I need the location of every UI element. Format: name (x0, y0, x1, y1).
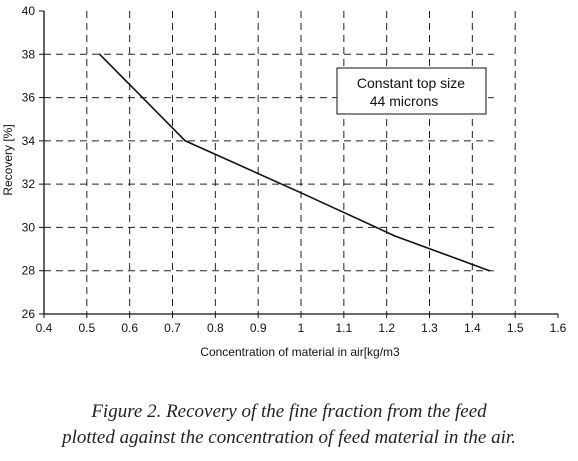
y-tick-label-0: 26 (22, 307, 36, 321)
y-tick-label-6: 38 (22, 47, 36, 61)
y-tick-label-4: 34 (22, 134, 36, 148)
y-axis-title: Recovery [%] (1, 124, 15, 195)
x-tick-label-9: 1.3 (421, 321, 438, 335)
data-point-0-2 (300, 192, 302, 194)
grid-lines (44, 11, 516, 314)
x-axis-title: Concentration of material in air[kg/m3 (200, 345, 400, 359)
data-point-0-1 (184, 140, 187, 142)
x-tick-label-8: 1.2 (378, 321, 395, 335)
annotation-line-2: 44 microns (370, 93, 438, 109)
figure-caption-line-1: Figure 2. Recovery of the fine fraction … (91, 401, 487, 422)
data-point-0-0 (98, 53, 101, 56)
x-tick-label-5: 0.9 (250, 321, 267, 335)
x-tick-label-3: 0.7 (164, 321, 181, 335)
x-tick-label-0: 0.4 (36, 321, 53, 335)
series-layer (98, 53, 491, 272)
y-tick-label-5: 36 (22, 91, 36, 105)
x-tick-label-4: 0.8 (207, 321, 224, 335)
annotation-frame (336, 67, 487, 115)
x-tick-label-11: 1.5 (507, 321, 524, 335)
tick-labels: 26 28 30 32 34 36 38 40 0.4 0.5 0.6 0.7 0.8 0.9 1 1.1 1.… (22, 4, 567, 335)
y-tick-label-3: 32 (22, 177, 36, 191)
x-tick-label-6: 1 (298, 321, 305, 335)
annotation-box: Constant top size 44 microns (336, 67, 487, 115)
x-tick-label-1: 0.5 (78, 321, 95, 335)
data-point-0-3 (394, 235, 397, 237)
chart-axes (39, 10, 559, 318)
y-tick-label-7: 40 (22, 4, 36, 18)
y-tick-label-2: 30 (22, 220, 36, 234)
data-point-0-4 (488, 269, 491, 272)
figure-caption-line-2: plotted against the concentration of fee… (62, 427, 516, 448)
x-tick-label-7: 1.1 (335, 321, 352, 335)
x-tick-label-12: 1.6 (550, 321, 567, 335)
y-tick-label-1: 28 (22, 264, 36, 278)
x-tick-label-10: 1.4 (464, 321, 481, 335)
annotation-line-1: Constant top size (357, 75, 465, 91)
x-tick-label-2: 0.6 (121, 321, 138, 335)
